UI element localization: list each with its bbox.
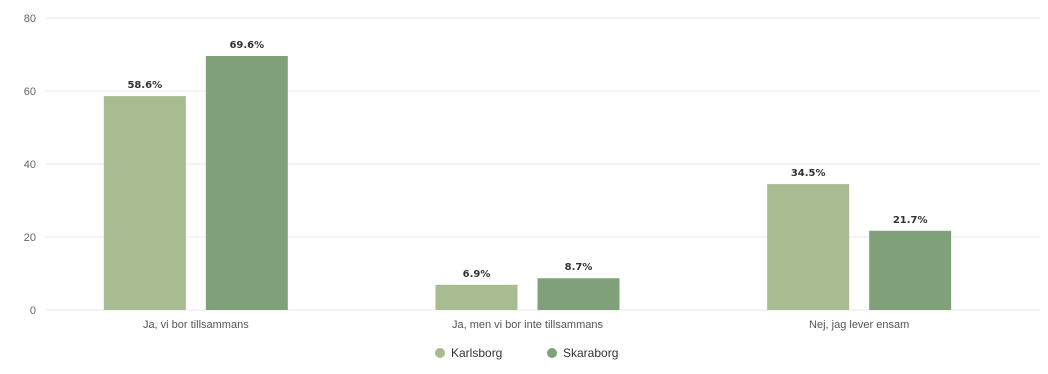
bar-skaraborg-2 xyxy=(537,278,620,310)
y-tick-label: 40 xyxy=(24,159,36,171)
legend-marker-skaraborg xyxy=(547,348,557,358)
legend-marker-karlsborg xyxy=(435,348,445,358)
bar-karlsborg-2 xyxy=(435,284,518,310)
bar-karlsborg-3 xyxy=(767,184,850,310)
legend-label-karlsborg: Karlsborg xyxy=(451,346,502,360)
bar-skaraborg-1 xyxy=(205,55,288,311)
bar-skaraborg-3 xyxy=(869,230,952,310)
x-tick-label: Ja, men vi bor inte tillsammans xyxy=(452,319,603,331)
data-label: 58.6% xyxy=(127,80,162,91)
data-label: 34.5% xyxy=(791,168,826,179)
data-label: 6.9% xyxy=(463,269,491,280)
y-tick-label: 80 xyxy=(24,13,36,25)
y-tick-label: 0 xyxy=(30,305,36,317)
legend-label-skaraborg: Skaraborg xyxy=(563,346,618,360)
bar-karlsborg-1 xyxy=(103,96,186,310)
data-label: 69.6% xyxy=(229,40,264,51)
data-label: 8.7% xyxy=(565,262,593,273)
y-tick-label: 60 xyxy=(24,86,36,98)
y-tick-label: 20 xyxy=(24,232,36,244)
data-label: 21.7% xyxy=(893,215,928,226)
x-tick-label: Ja, vi bor tillsammans xyxy=(143,319,249,331)
x-tick-label: Nej, jag lever ensam xyxy=(809,319,909,331)
